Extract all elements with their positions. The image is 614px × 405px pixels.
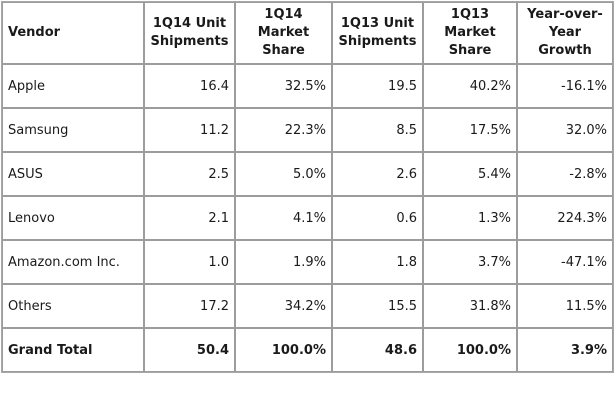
table-row: Lenovo 2.1 4.1% 0.6 1.3% 224.3% (2, 196, 613, 240)
header-row: Vendor 1Q14 Unit Shipments 1Q14 Market S… (2, 2, 613, 64)
table-row: Others 17.2 34.2% 15.5 31.8% 11.5% (2, 284, 613, 328)
1q14-shipments-cell: 1.0 (144, 240, 235, 284)
1q14-share-cell: 32.5% (235, 64, 332, 108)
table-row: Amazon.com Inc. 1.0 1.9% 1.8 3.7% -47.1% (2, 240, 613, 284)
1q13-share-cell: 40.2% (423, 64, 517, 108)
yoy-growth-cell: -47.1% (517, 240, 613, 284)
1q14-share-cell: 22.3% (235, 108, 332, 152)
table-row: ASUS 2.5 5.0% 2.6 5.4% -2.8% (2, 152, 613, 196)
vendor-shipments-table: Vendor 1Q14 Unit Shipments 1Q14 Market S… (1, 1, 614, 373)
1q13-shipments-cell: 19.5 (332, 64, 423, 108)
total-1q14-shipments: 50.4 (144, 328, 235, 372)
1q14-shipments-cell: 2.5 (144, 152, 235, 196)
total-1q14-share: 100.0% (235, 328, 332, 372)
table-row: Samsung 11.2 22.3% 8.5 17.5% 32.0% (2, 108, 613, 152)
header-1q14-unit-shipments: 1Q14 Unit Shipments (144, 2, 235, 64)
grand-total-row: Grand Total 50.4 100.0% 48.6 100.0% 3.9% (2, 328, 613, 372)
1q14-share-cell: 4.1% (235, 196, 332, 240)
1q14-share-cell: 5.0% (235, 152, 332, 196)
header-1q14-market-share: 1Q14 Market Share (235, 2, 332, 64)
table-row: Apple 16.4 32.5% 19.5 40.2% -16.1% (2, 64, 613, 108)
1q13-share-cell: 1.3% (423, 196, 517, 240)
grand-total-label: Grand Total (2, 328, 144, 372)
yoy-growth-cell: 32.0% (517, 108, 613, 152)
vendor-cell: ASUS (2, 152, 144, 196)
vendor-cell: Samsung (2, 108, 144, 152)
1q13-shipments-cell: 1.8 (332, 240, 423, 284)
total-1q13-shipments: 48.6 (332, 328, 423, 372)
header-1q13-unit-shipments: 1Q13 Unit Shipments (332, 2, 423, 64)
1q14-share-cell: 34.2% (235, 284, 332, 328)
1q13-shipments-cell: 15.5 (332, 284, 423, 328)
header-1q13-market-share: 1Q13 Market Share (423, 2, 517, 64)
vendor-cell: Amazon.com Inc. (2, 240, 144, 284)
1q13-shipments-cell: 2.6 (332, 152, 423, 196)
1q13-share-cell: 5.4% (423, 152, 517, 196)
yoy-growth-cell: -2.8% (517, 152, 613, 196)
1q14-shipments-cell: 2.1 (144, 196, 235, 240)
vendor-cell: Apple (2, 64, 144, 108)
1q13-shipments-cell: 8.5 (332, 108, 423, 152)
yoy-growth-cell: 11.5% (517, 284, 613, 328)
yoy-growth-cell: -16.1% (517, 64, 613, 108)
1q14-shipments-cell: 16.4 (144, 64, 235, 108)
1q14-shipments-cell: 17.2 (144, 284, 235, 328)
total-1q13-share: 100.0% (423, 328, 517, 372)
1q14-share-cell: 1.9% (235, 240, 332, 284)
1q13-shipments-cell: 0.6 (332, 196, 423, 240)
yoy-growth-cell: 224.3% (517, 196, 613, 240)
header-vendor: Vendor (2, 2, 144, 64)
1q14-shipments-cell: 11.2 (144, 108, 235, 152)
header-yoy-growth: Year-over-Year Growth (517, 2, 613, 64)
1q13-share-cell: 31.8% (423, 284, 517, 328)
total-yoy-growth: 3.9% (517, 328, 613, 372)
1q13-share-cell: 3.7% (423, 240, 517, 284)
1q13-share-cell: 17.5% (423, 108, 517, 152)
vendor-cell: Lenovo (2, 196, 144, 240)
vendor-cell: Others (2, 284, 144, 328)
